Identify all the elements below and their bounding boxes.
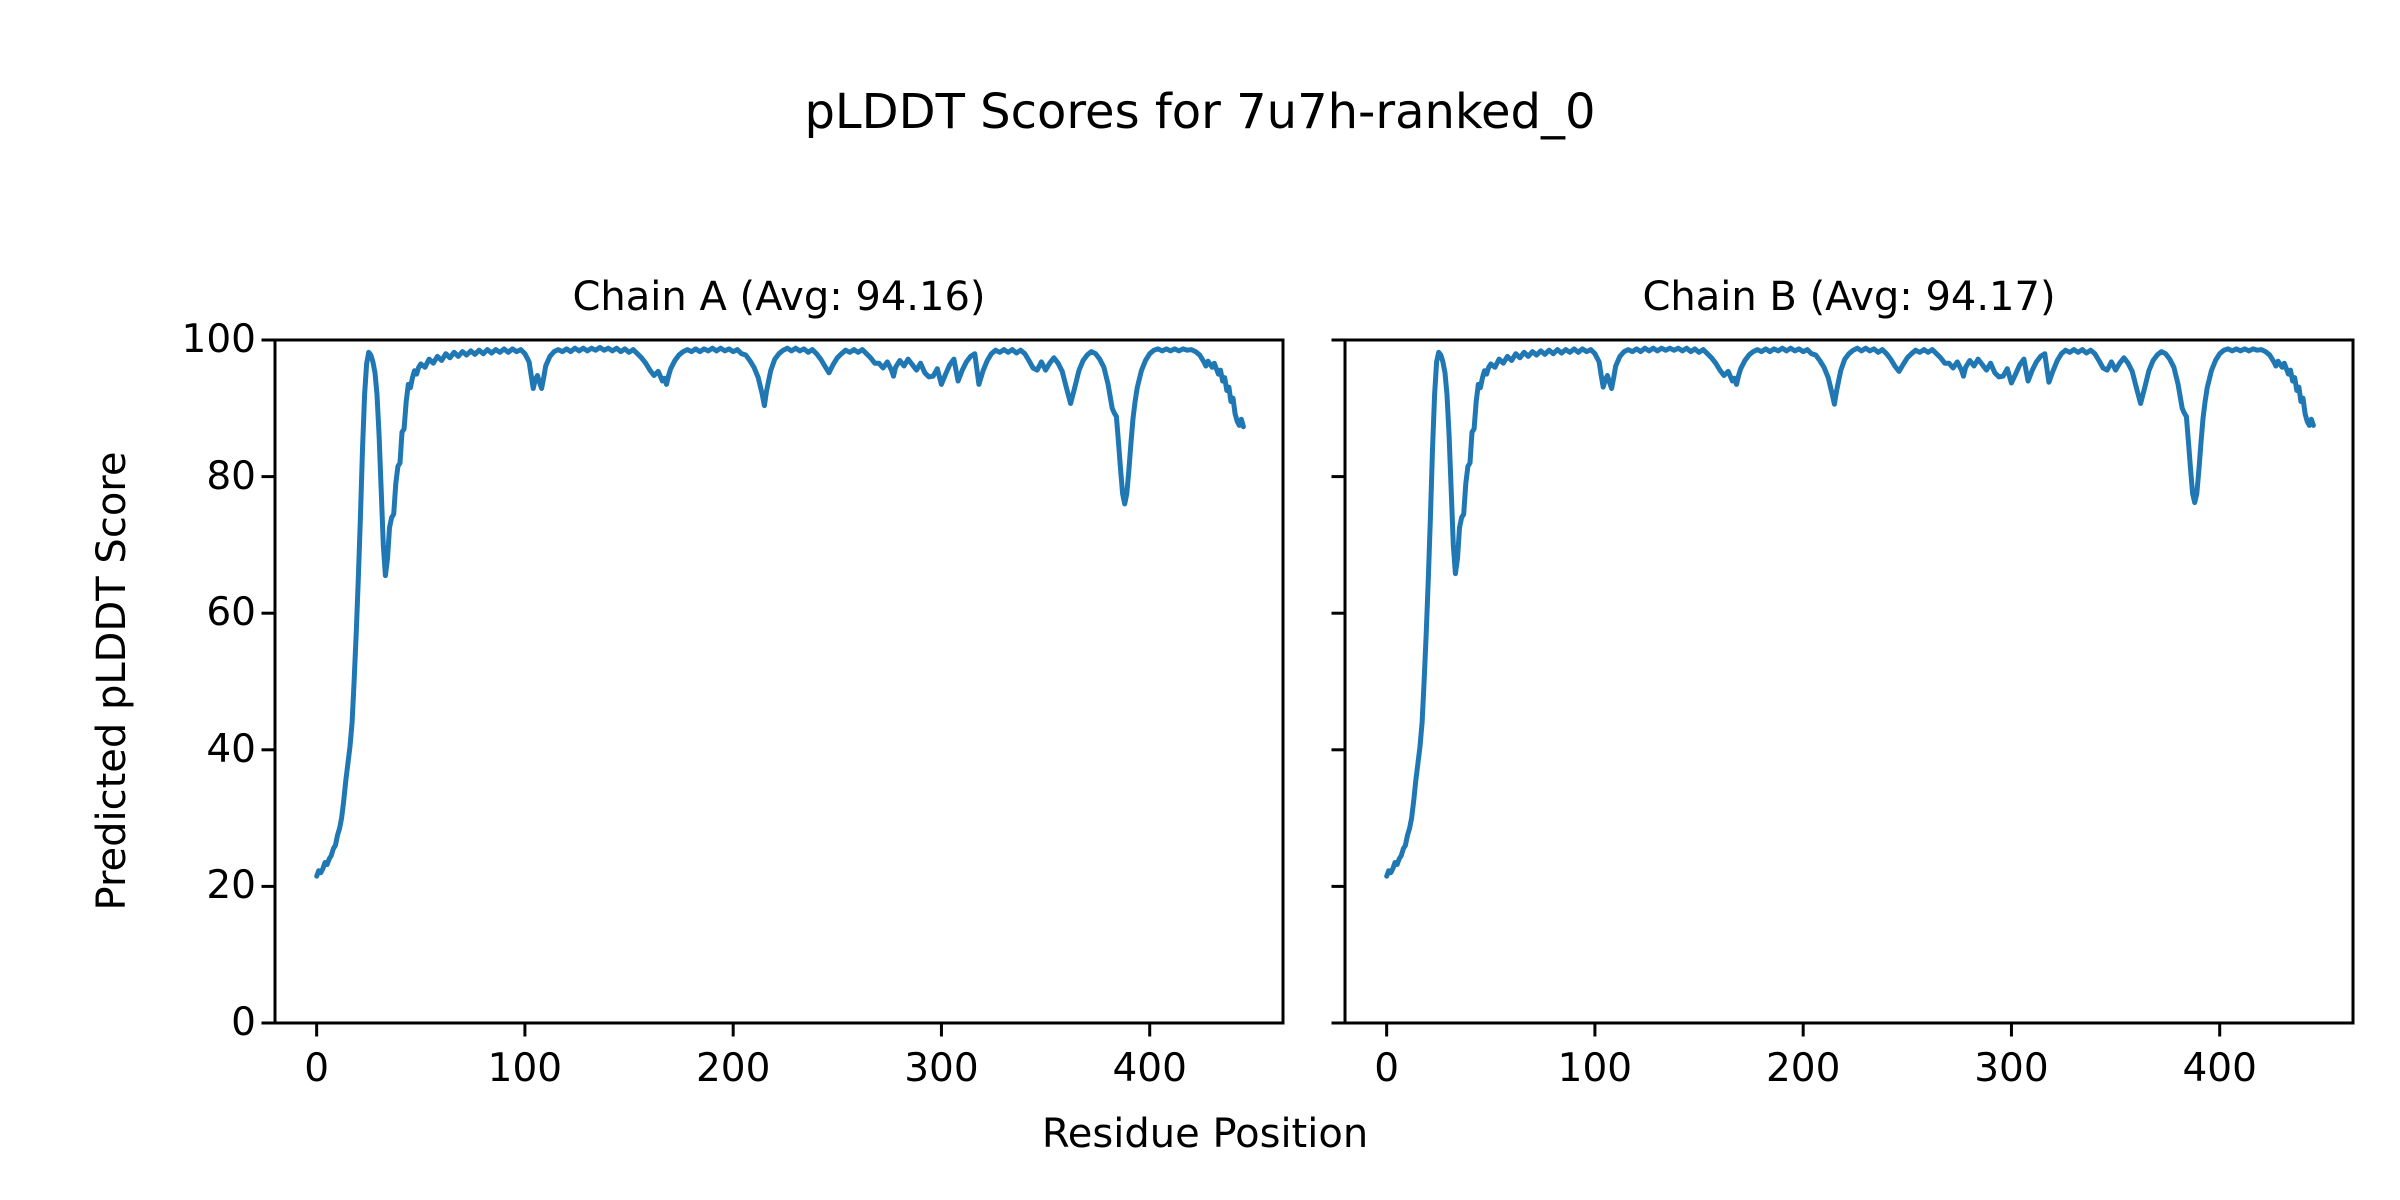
subplot-title-chain-a: Chain A (Avg: 94.16) (572, 274, 986, 320)
figure-title: pLDDT Scores for 7u7h-ranked_0 (804, 84, 1596, 140)
y-tick-label: 20 (206, 863, 256, 909)
x-tick-label: 400 (2182, 1046, 2257, 1091)
x-tick-label: 200 (1765, 1046, 1841, 1091)
y-tick-label: 80 (206, 453, 256, 499)
x-tick-label: 0 (304, 1046, 330, 1091)
x-tick-label: 300 (1974, 1046, 2049, 1091)
x-tick-label: 400 (1112, 1046, 1187, 1091)
plddt-line-chain-a (314, 345, 1246, 879)
y-tick-label: 0 (231, 1000, 256, 1045)
x-tick-label: 200 (695, 1046, 771, 1091)
y-axis-label: Predicted pLDDT Score (89, 451, 135, 911)
x-tick-label: 100 (487, 1046, 563, 1091)
x-tick-label: 100 (1557, 1046, 1633, 1091)
y-tick-label: 60 (206, 590, 256, 636)
x-axis-label: Residue Position (1041, 1111, 1369, 1157)
axes-spines (1343, 338, 2355, 1025)
subplot-title-chain-b: Chain B (Avg: 94.17) (1642, 274, 2056, 320)
y-tick-label: 100 (181, 317, 256, 362)
y-tick-label: 40 (206, 726, 256, 772)
x-tick-label: 300 (904, 1046, 979, 1091)
axes-spines (273, 338, 1285, 1025)
x-tick-label: 0 (1374, 1046, 1400, 1091)
plddt-line-chain-b (1384, 345, 2316, 879)
